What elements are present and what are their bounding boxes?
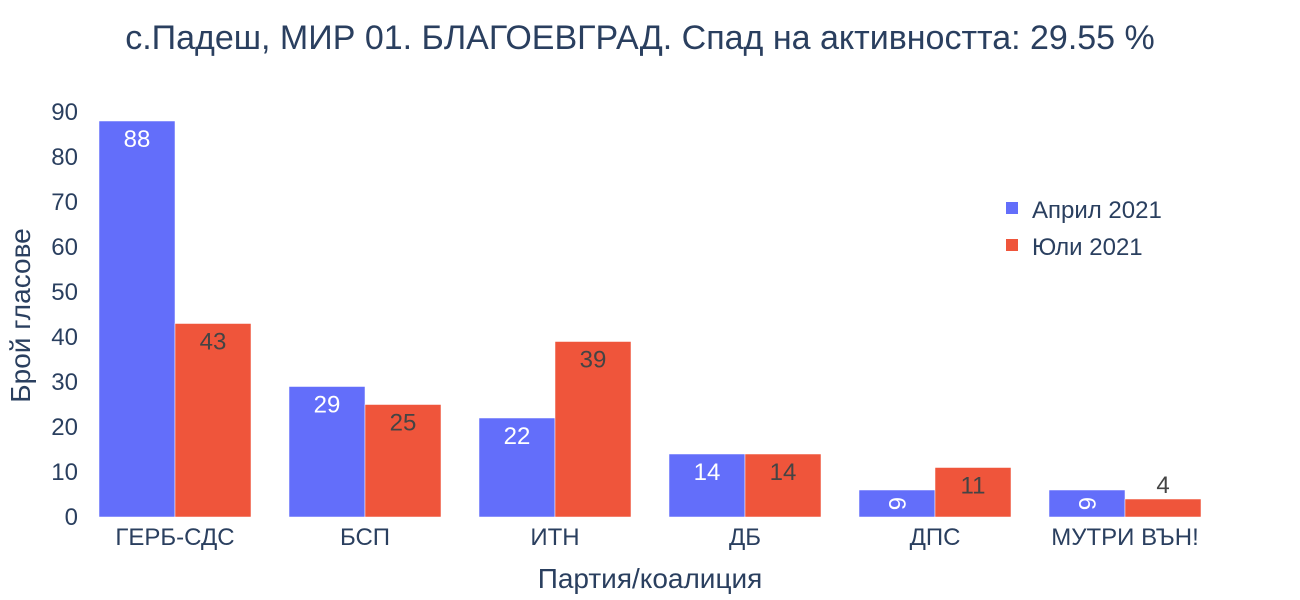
y-tick-label: 30	[51, 369, 78, 396]
x-axis: ГЕРБ-СДС БСП ИТН ДБ ДПС МУТРИ ВЪН!	[115, 524, 1198, 551]
bar-value-label: 6	[1073, 497, 1100, 510]
bar-value-label: 39	[580, 347, 607, 374]
bar-value-label: 88	[124, 126, 151, 153]
bar[interactable]	[744, 453, 822, 518]
legend[interactable]: Април 2021 Юли 2021	[1006, 197, 1162, 261]
x-tick-label: ИТН	[530, 524, 579, 551]
bar-value-label: 14	[694, 459, 721, 486]
y-tick-label: 0	[65, 504, 78, 531]
bar-value-label: 11	[961, 473, 986, 500]
y-tick-label: 90	[51, 99, 78, 126]
legend-swatch	[1006, 239, 1018, 251]
y-tick-label: 10	[51, 459, 78, 486]
bar-value-label: 29	[314, 392, 341, 419]
x-tick-label: МУТРИ ВЪН!	[1051, 524, 1198, 551]
legend-item[interactable]: Юли 2021	[1006, 234, 1143, 261]
y-axis: 0 10 20 30 40 50 60 70 80 90	[51, 99, 78, 531]
legend-label: Юли 2021	[1032, 234, 1143, 261]
y-tick-label: 40	[51, 324, 78, 351]
bar[interactable]	[478, 417, 556, 518]
bar[interactable]	[668, 453, 746, 518]
y-tick-label: 20	[51, 414, 78, 441]
bar[interactable]	[934, 467, 1012, 518]
bar-labels: 88 29 22 14 6 6 43 25 39 14 11 4	[124, 126, 1170, 510]
legend-label: Април 2021	[1032, 197, 1162, 224]
bar[interactable]	[1048, 489, 1126, 518]
x-axis-title: Партия/коалиция	[538, 563, 763, 594]
y-tick-label: 80	[51, 144, 78, 171]
bar-value-label: 25	[390, 410, 417, 437]
x-tick-label: БСП	[340, 524, 390, 551]
legend-swatch	[1006, 202, 1018, 214]
chart-title: с.Падеш, МИР 01. БЛАГОЕВГРАД. Спад на ак…	[125, 19, 1155, 57]
y-tick-label: 70	[51, 189, 78, 216]
bar[interactable]	[174, 323, 252, 518]
y-tick-label: 60	[51, 234, 78, 261]
x-tick-label: ДПС	[910, 524, 961, 551]
bar-value-label: 6	[883, 497, 910, 510]
bar-value-label: 14	[770, 459, 797, 486]
x-tick-label: ГЕРБ-СДС	[115, 524, 234, 551]
bar[interactable]	[288, 386, 366, 518]
y-axis-title: Брой гласове	[5, 228, 36, 402]
bar[interactable]	[364, 404, 442, 518]
bar[interactable]	[98, 120, 176, 518]
x-tick-label: ДБ	[729, 524, 761, 551]
bar-value-label: 22	[504, 423, 531, 450]
bar-value-label: 4	[1156, 472, 1169, 499]
bars	[98, 120, 1202, 518]
bar[interactable]	[554, 341, 632, 518]
bar[interactable]	[858, 489, 936, 518]
bar-value-label: 43	[200, 329, 227, 356]
y-tick-label: 50	[51, 279, 78, 306]
legend-item[interactable]: Април 2021	[1006, 197, 1162, 224]
bar[interactable]	[1124, 498, 1202, 518]
